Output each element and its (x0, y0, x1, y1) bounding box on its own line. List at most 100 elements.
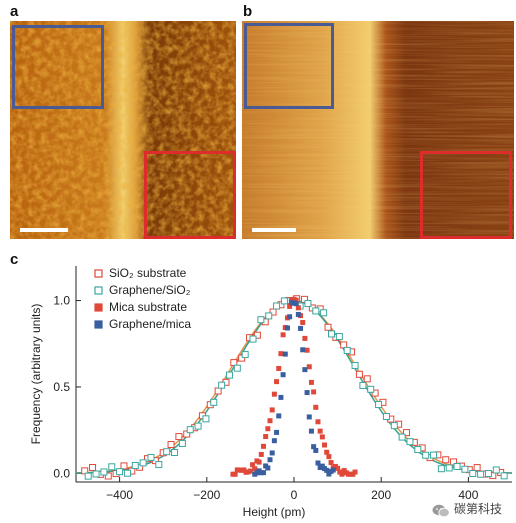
mica-substrate-point (319, 434, 325, 440)
mica-substrate-point (293, 297, 299, 303)
graphene-mica-point (284, 325, 290, 331)
graphene-sio2-point (351, 361, 359, 369)
mica-substrate-point (308, 379, 314, 385)
mica-substrate-point (322, 442, 328, 448)
mica-substrate-point (311, 389, 317, 395)
height-distribution-chart: −400 −200 0 200 400 0.0 0.5 1.0 Height (pm) Frequ… (29, 266, 513, 519)
graphene-sio2-point (194, 422, 202, 430)
mica-substrate-point (328, 460, 334, 466)
graphene-mica-point (287, 314, 293, 320)
graphene-mica-point (298, 325, 304, 331)
mica-substrate-point (260, 443, 266, 449)
sio2-substrate-point (167, 441, 175, 449)
scale-bar-b (252, 228, 296, 232)
graphene-sio2-point (147, 453, 155, 461)
legend-label-2: Mica substrate (109, 300, 187, 314)
graphene-sio2-point (210, 398, 218, 406)
graphene-sio2-point (218, 381, 226, 389)
sio2-substrate-point (371, 389, 379, 397)
mica-substrate-point (339, 471, 345, 477)
graphene-mica-point (280, 372, 286, 378)
graphene-mica-point (324, 467, 330, 473)
sio2-substrate-point (89, 463, 97, 471)
graphene-mica-point (302, 367, 308, 373)
mica-substrate-point (274, 379, 280, 385)
mica-substrate-point (287, 303, 293, 309)
mica-substrate-point (302, 335, 308, 341)
mica-substrate-point (232, 471, 238, 477)
graphene-sio2-point (171, 449, 179, 457)
roi-box-graphene-b (244, 23, 334, 109)
scale-bar-a (20, 228, 68, 232)
afm-texture-b (242, 21, 514, 239)
graphene-mica-point (293, 301, 299, 307)
sio2-substrate-point (253, 331, 261, 339)
mica-substrate-point (271, 391, 277, 397)
x-tick-label: 400 (458, 488, 478, 502)
graphene-mica-point (326, 471, 332, 477)
sio2-substrate-point (104, 472, 112, 480)
graphene-sio2-point (320, 309, 328, 317)
graphene-sio2-point (186, 426, 194, 434)
roi-box-substrate-a (144, 151, 236, 239)
mica-substrate-point (280, 332, 286, 338)
legend-marker-3 (94, 320, 103, 329)
legend-marker-2 (94, 303, 103, 312)
mica-substrate-point (250, 462, 256, 468)
graphene-sio2-point (327, 330, 335, 338)
graphene-sio2-point (382, 412, 390, 420)
graphene-mica-point (308, 428, 314, 434)
graphene-sio2-point (131, 461, 139, 469)
legend-label-1: Graphene/SiO₂ (109, 283, 191, 297)
mica-substrate-point (269, 407, 275, 413)
mica-substrate-point (313, 404, 319, 410)
graphene-sio2-point (108, 463, 116, 471)
graphene-mica-point (260, 470, 266, 476)
graphene-sio2-point (359, 381, 367, 389)
graphene-mica-point (278, 394, 284, 400)
mica-substrate-point (326, 454, 332, 460)
graphene-sio2-point (484, 470, 492, 478)
graphene-mica-point (300, 347, 306, 353)
mica-substrate-point (278, 351, 284, 357)
mica-substrate-point (300, 320, 306, 326)
x-tick-label: −400 (106, 488, 133, 502)
graphene-mica-point (269, 450, 275, 456)
mica-substrate-point (306, 364, 312, 370)
y-tick-label: 1.0 (53, 294, 70, 308)
sio2-substrate-point (355, 370, 363, 378)
sio2-substrate-point (214, 387, 222, 395)
sio2-substrate-point (324, 323, 332, 331)
y-tick-label: 0.0 (53, 466, 70, 480)
mica-substrate-point (317, 428, 323, 434)
panel-label-c: c (10, 251, 19, 268)
graphene-mica-point (313, 447, 319, 453)
graphene-sio2-point (430, 451, 438, 459)
mica-substrate-point (304, 347, 310, 353)
mica-substrate-point (276, 365, 282, 371)
graphene-mica-point (267, 457, 273, 463)
graphene-sio2-point (422, 451, 430, 459)
graphene-sio2-point (437, 465, 445, 473)
graphene-mica-point (271, 438, 277, 444)
afm-texture-a (10, 21, 236, 239)
panel-label-a: a (10, 3, 19, 20)
graphene-sio2-point (84, 472, 92, 480)
graphene-mica-point (304, 390, 310, 396)
legend-label-3: Graphene/mica (109, 317, 191, 331)
mica-substrate-point (258, 451, 264, 457)
x-axis-label: Height (pm) (243, 505, 306, 519)
mica-substrate-point (256, 459, 262, 465)
graphene-sio2-point (406, 438, 414, 446)
graphene-sio2-point (477, 470, 485, 478)
mica-substrate-point (263, 434, 269, 440)
graphene-sio2-point (116, 468, 124, 476)
graphene-sio2-point (414, 446, 422, 454)
sio2-substrate-point (442, 456, 450, 464)
graphene-sio2-point (163, 448, 171, 456)
graphene-sio2-point (257, 316, 265, 324)
graphene-sio2-point (390, 422, 398, 430)
graphene-sio2-point (398, 433, 406, 441)
graphene-sio2-point (469, 470, 477, 478)
graphene-mica-point (295, 311, 301, 317)
